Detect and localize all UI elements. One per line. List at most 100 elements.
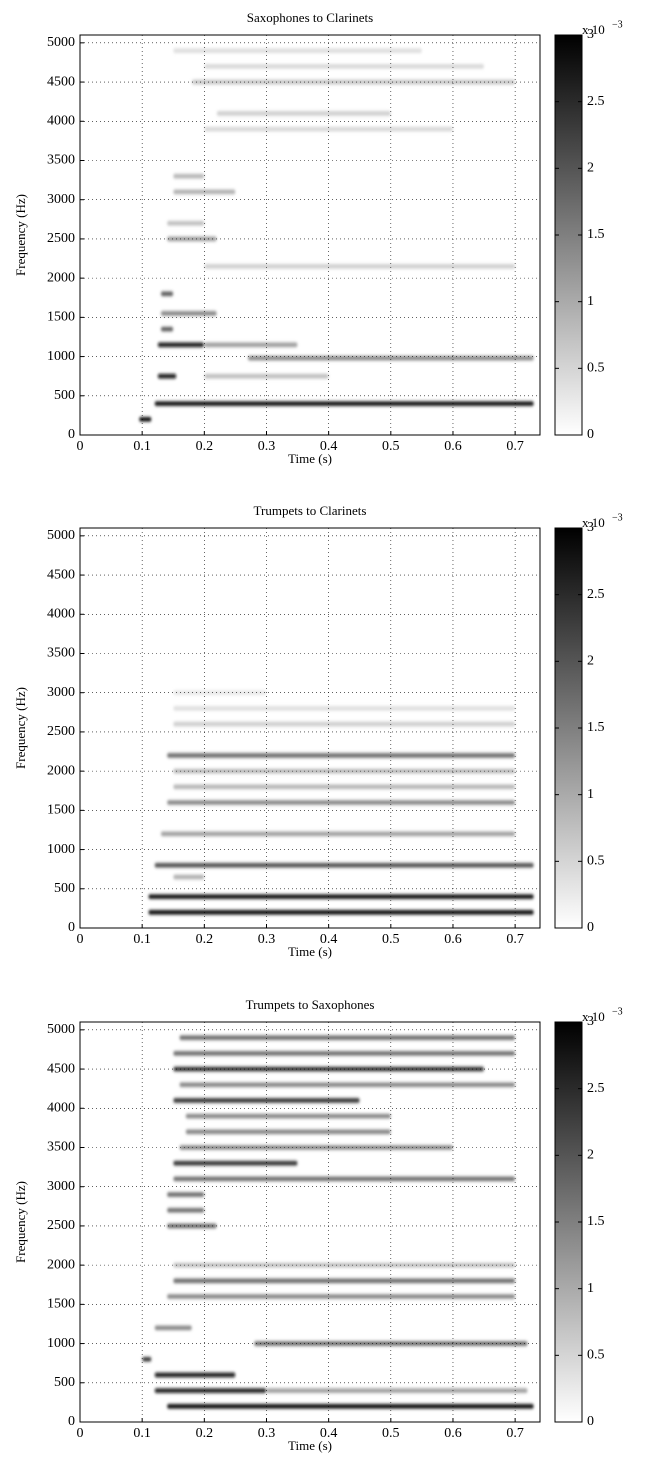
colorbar-tick-label: 2.5 — [587, 94, 605, 109]
colorbar-tick-label: 2.5 — [587, 1081, 605, 1096]
colorbar-multiplier: x 10 — [582, 1009, 605, 1024]
spectral-band — [160, 831, 516, 837]
y-tick-label: 4000 — [47, 1100, 75, 1115]
x-tick-label: 0.4 — [320, 439, 338, 454]
x-tick-label: 0.1 — [133, 439, 151, 454]
spectral-band — [173, 721, 516, 727]
spectral-band — [173, 174, 205, 179]
y-tick-label: 2500 — [47, 724, 75, 739]
y-tick-label: 5000 — [47, 528, 75, 543]
spectral-band — [179, 1035, 516, 1040]
spectral-band — [173, 1278, 516, 1283]
spectral-band — [154, 1325, 192, 1331]
spectral-band — [173, 784, 516, 789]
spectral-band — [142, 1357, 152, 1362]
colorbar — [554, 527, 583, 929]
y-axis-label: Frequency (Hz) — [13, 194, 28, 276]
spectral-band — [204, 64, 485, 69]
spectral-band — [160, 311, 217, 316]
colorbar-tick-label: 0.5 — [587, 854, 605, 869]
x-tick-label: 0.4 — [320, 932, 338, 947]
x-tick-label: 0.3 — [258, 439, 276, 454]
spectral-band — [247, 355, 534, 361]
colorbar — [554, 34, 583, 436]
x-tick-label: 0 — [77, 439, 84, 454]
x-tick-label: 0.2 — [196, 439, 214, 454]
colorbar-tick-label: 1.5 — [587, 227, 605, 242]
spectral-band — [167, 1208, 205, 1213]
x-tick-label: 0.7 — [506, 932, 524, 947]
x-axis-label: Time (s) — [288, 944, 332, 959]
spectrogram-bands — [142, 1035, 534, 1409]
y-tick-label: 1500 — [47, 803, 75, 818]
spectral-band — [167, 753, 516, 758]
plot-area — [80, 528, 540, 928]
y-tick-label: 3000 — [47, 1179, 75, 1194]
spectral-band — [204, 126, 453, 132]
y-tick-label: 0 — [68, 1414, 75, 1429]
x-tick-label: 0.5 — [382, 932, 400, 947]
y-tick-label: 2000 — [47, 1257, 75, 1272]
chart-title: Trumpets to Clarinets — [254, 503, 367, 518]
x-tick-label: 0.3 — [258, 1426, 276, 1441]
y-tick-label: 4000 — [47, 113, 75, 128]
x-tick-label: 0.2 — [196, 932, 214, 947]
y-axis-label: Frequency (Hz) — [13, 1181, 28, 1263]
y-tick-label: 3500 — [47, 646, 75, 661]
spectral-band — [154, 1372, 236, 1378]
spectral-band — [167, 1404, 534, 1409]
colorbar-tick-label: 1 — [587, 1281, 594, 1296]
spectral-band — [185, 1129, 391, 1134]
x-tick-label: 0.6 — [444, 932, 462, 947]
spectral-band — [154, 1388, 267, 1393]
colorbar-tick-label: 0.5 — [587, 1348, 605, 1363]
chart-title: Saxophones to Clarinets — [247, 10, 373, 25]
spectral-band — [204, 264, 516, 269]
plot-frame — [79, 34, 541, 436]
colorbar-tick-label: 1 — [587, 787, 594, 802]
x-axis-label: Time (s) — [288, 1438, 332, 1453]
y-tick-label: 3000 — [47, 685, 75, 700]
plot-frame — [79, 527, 541, 929]
spectral-band — [148, 894, 534, 899]
y-tick-label: 500 — [54, 1375, 75, 1390]
y-tick-label: 2500 — [47, 1218, 75, 1233]
colorbar-tick-label: 0 — [587, 920, 594, 935]
x-tick-label: 0.7 — [506, 1426, 524, 1441]
spectral-band — [173, 1051, 516, 1056]
y-tick-label: 4000 — [47, 606, 75, 621]
y-tick-label: 4500 — [47, 567, 75, 582]
spectral-band — [266, 1388, 528, 1393]
spectral-band — [167, 236, 217, 242]
spectral-band — [167, 800, 516, 805]
spectral-band — [167, 221, 205, 226]
colorbar-tick-label: 2 — [587, 161, 594, 176]
x-tick-label: 0.5 — [382, 1426, 400, 1441]
x-tick-label: 0 — [77, 932, 84, 947]
colorbar-tick-label: 3 — [587, 520, 594, 535]
y-axis-label: Frequency (Hz) — [13, 687, 28, 769]
y-tick-label: 0 — [68, 427, 75, 442]
spectral-band — [139, 417, 152, 422]
spectral-band — [185, 1113, 391, 1119]
y-tick-label: 1500 — [47, 310, 75, 325]
spectral-band — [173, 874, 205, 880]
chart-title: Trumpets to Saxophones — [246, 997, 375, 1012]
y-tick-label: 0 — [68, 920, 75, 935]
y-tick-label: 5000 — [47, 1022, 75, 1037]
colorbar-multiplier: x 10 — [582, 515, 605, 530]
spectral-band — [173, 706, 516, 711]
y-tick-label: 500 — [54, 388, 75, 403]
spectral-band — [216, 111, 391, 116]
x-tick-label: 0.1 — [133, 1426, 151, 1441]
colorbar-tick-label: 0 — [587, 1414, 594, 1429]
spectral-band — [254, 1341, 528, 1346]
spectral-band — [173, 48, 422, 53]
colorbar-tick-label: 3 — [587, 27, 594, 42]
plot-area — [80, 1022, 540, 1422]
chart-panel: Trumpets to Clarinets 0 0.1 0.2 0.3 0.4 0.5 0.6… — [13, 503, 623, 959]
y-tick-label: 1000 — [47, 1336, 75, 1351]
colorbar-tick-label: 1 — [587, 294, 594, 309]
x-tick-label: 0.6 — [444, 439, 462, 454]
